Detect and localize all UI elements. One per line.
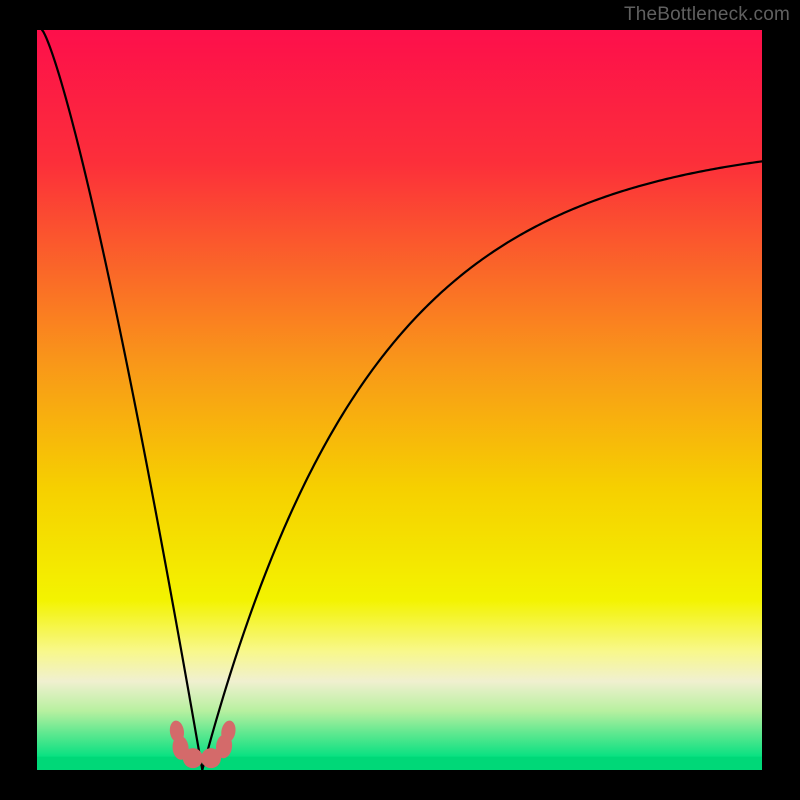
bottleneck-chart — [0, 0, 800, 800]
watermark-text: TheBottleneck.com — [624, 4, 790, 26]
